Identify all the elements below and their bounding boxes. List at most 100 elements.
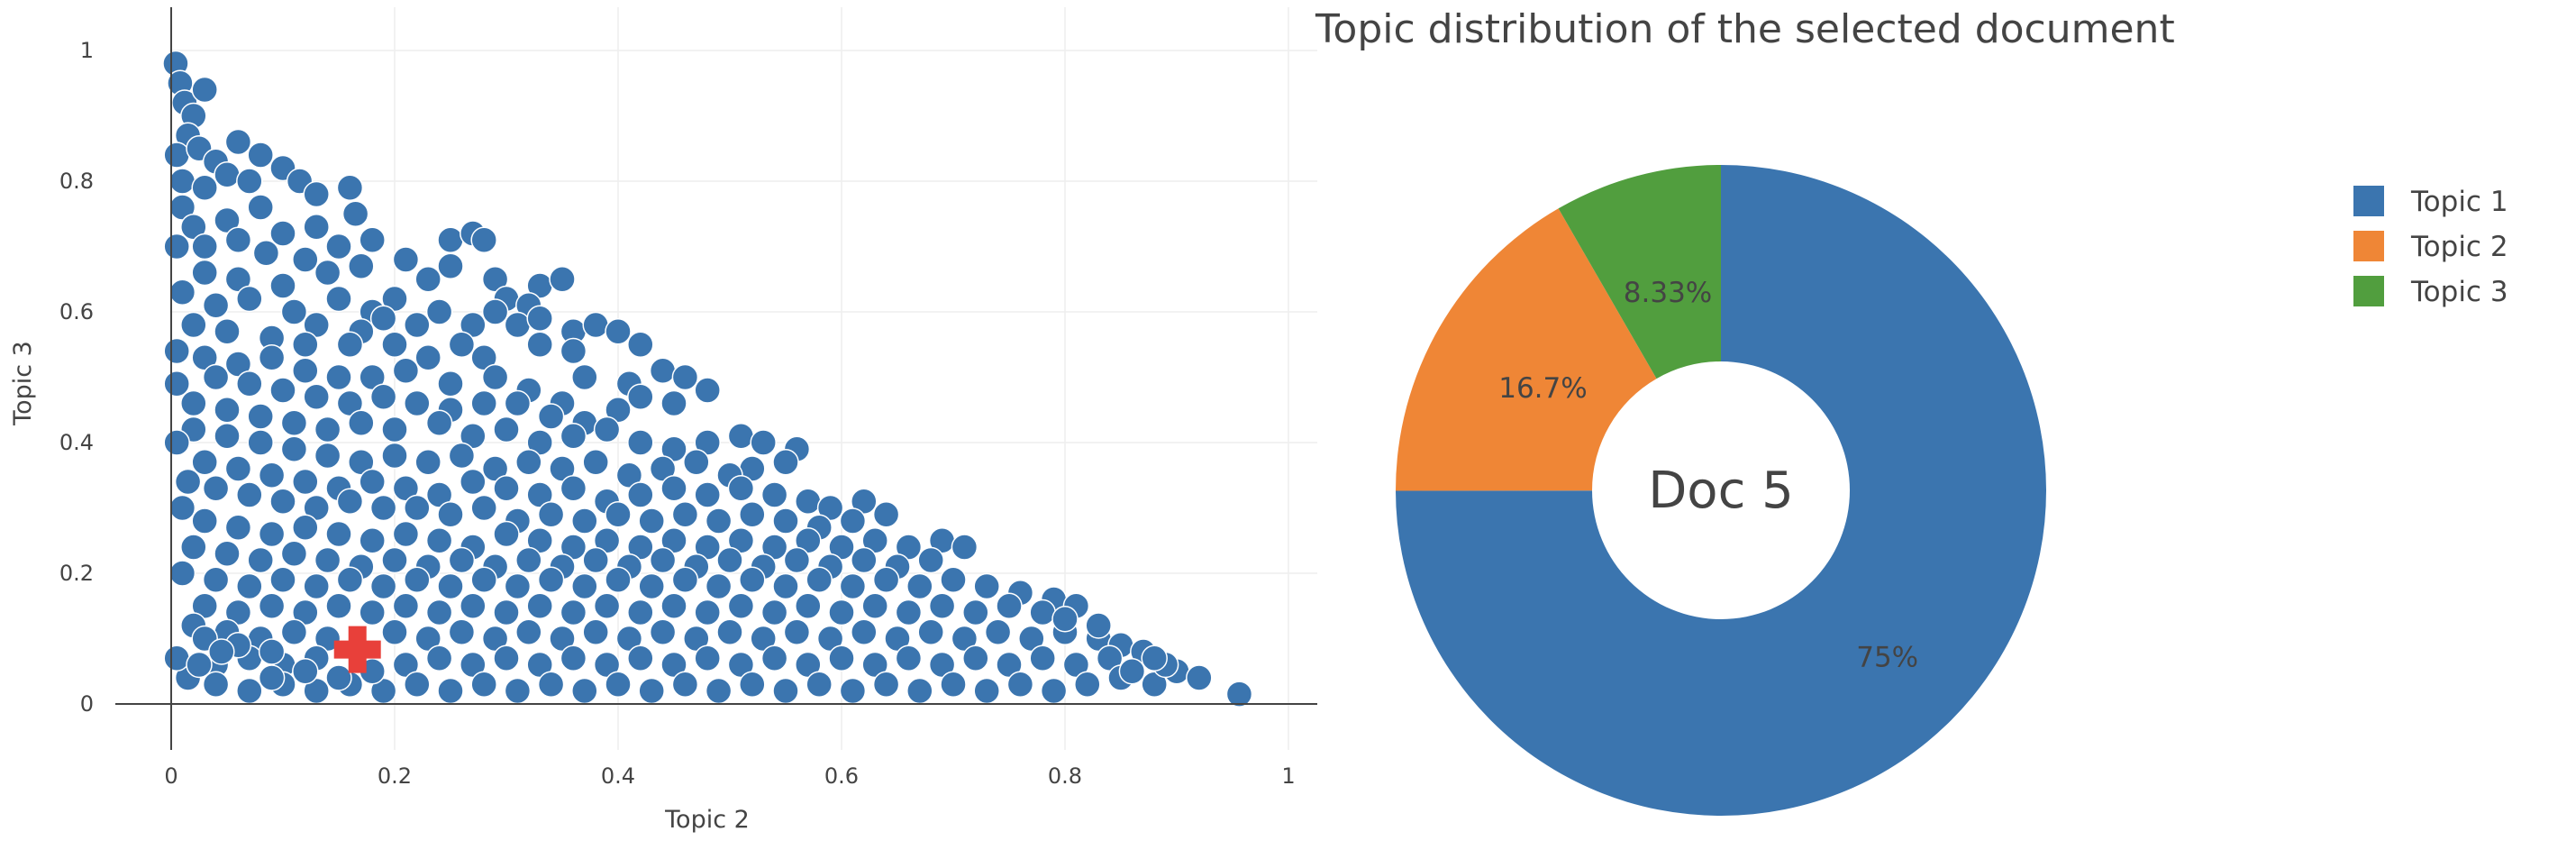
scatter-point[interactable] (336, 488, 364, 515)
scatter-point[interactable] (214, 540, 241, 567)
scatter-point[interactable] (369, 305, 397, 332)
scatter-point[interactable] (437, 226, 464, 253)
scatter-point[interactable] (381, 618, 408, 645)
scatter-point[interactable] (163, 337, 190, 365)
scatter-point[interactable] (168, 560, 196, 587)
scatter-point[interactable] (694, 481, 721, 508)
scatter-point[interactable] (828, 599, 855, 626)
scatter-point[interactable] (906, 677, 933, 705)
scatter-point[interactable] (1141, 644, 1168, 672)
scatter-point[interactable] (772, 449, 799, 476)
scatter-point[interactable] (582, 311, 609, 339)
scatter-point[interactable] (928, 592, 956, 619)
scatter-point[interactable] (404, 566, 431, 593)
scatter-point[interactable] (605, 318, 632, 345)
scatter-point[interactable] (292, 331, 319, 358)
scatter-point[interactable] (861, 592, 888, 619)
scatter-point[interactable] (739, 671, 766, 698)
scatter-point[interactable] (369, 383, 397, 410)
scatter-point[interactable] (414, 266, 441, 293)
scatter-point[interactable] (951, 534, 979, 561)
scatter-point[interactable] (381, 546, 408, 574)
scatter-point[interactable] (582, 546, 609, 574)
scatter-point[interactable] (917, 546, 944, 574)
scatter-point[interactable] (660, 389, 687, 417)
scatter-point[interactable] (369, 572, 397, 600)
scatter-point[interactable] (582, 618, 609, 645)
scatter-point[interactable] (180, 534, 207, 561)
scatter-point[interactable] (348, 252, 375, 279)
scatter-point[interactable] (504, 311, 532, 339)
scatter-point[interactable] (258, 520, 286, 548)
scatter-point[interactable] (341, 200, 369, 227)
scatter-point[interactable] (269, 566, 296, 593)
scatter-point[interactable] (163, 370, 190, 398)
scatter-point[interactable] (739, 501, 766, 528)
scatter-point[interactable] (593, 592, 621, 619)
scatter-point[interactable] (515, 546, 542, 574)
scatter-point[interactable] (392, 246, 420, 273)
scatter-point[interactable] (414, 449, 441, 476)
legend-label[interactable]: Topic 1 (2410, 186, 2508, 218)
scatter-point[interactable] (537, 501, 565, 528)
scatter-point[interactable] (236, 285, 263, 313)
scatter-point[interactable] (716, 618, 743, 645)
donut-slice-topic-1[interactable] (1396, 165, 2046, 816)
scatter-point[interactable] (247, 546, 274, 574)
scatter-point[interactable] (381, 416, 408, 443)
scatter-point[interactable] (493, 599, 520, 626)
scatter-point[interactable] (202, 363, 230, 391)
scatter-point[interactable] (214, 423, 241, 450)
scatter-point[interactable] (1029, 644, 1056, 672)
scatter-point[interactable] (593, 416, 621, 443)
scatter-point[interactable] (168, 168, 196, 195)
scatter-point[interactable] (163, 429, 190, 456)
scatter-point[interactable] (359, 599, 386, 626)
scatter-point[interactable] (303, 383, 330, 410)
scatter-point[interactable] (649, 546, 677, 574)
scatter-point[interactable] (292, 468, 319, 496)
scatter-point[interactable] (649, 357, 677, 384)
scatter-point[interactable] (202, 671, 230, 698)
scatter-point[interactable] (470, 671, 497, 698)
scatter-point[interactable] (186, 651, 213, 679)
scatter-point[interactable] (180, 389, 207, 417)
scatter-point[interactable] (470, 389, 497, 417)
scatter-point[interactable] (437, 501, 464, 528)
scatter-point[interactable] (236, 168, 263, 195)
scatter-point[interactable] (760, 644, 788, 672)
scatter-point[interactable] (202, 566, 230, 593)
scatter-point[interactable] (526, 331, 553, 358)
scatter-point[interactable] (381, 331, 408, 358)
scatter-point[interactable] (504, 389, 532, 417)
scatter-point[interactable] (224, 226, 252, 253)
scatter-point[interactable] (280, 435, 308, 462)
scatter-point[interactable] (359, 468, 386, 496)
scatter-point[interactable] (280, 540, 308, 567)
scatter-point[interactable] (404, 311, 431, 339)
scatter-point[interactable] (336, 331, 364, 358)
scatter-point[interactable] (795, 592, 822, 619)
scatter-point[interactable] (493, 520, 520, 548)
scatter-point[interactable] (202, 292, 230, 319)
scatter-point[interactable] (560, 475, 587, 502)
scatter-point[interactable] (895, 599, 923, 626)
scatter-point[interactable] (191, 507, 218, 535)
scatter-point[interactable] (214, 397, 241, 424)
scatter-point[interactable] (303, 572, 330, 600)
scatter-point[interactable] (425, 599, 453, 626)
scatter-point[interactable] (180, 311, 207, 339)
scatter-point[interactable] (504, 677, 532, 705)
scatter-point[interactable] (392, 520, 420, 548)
scatter-point[interactable] (314, 546, 341, 574)
scatter-point[interactable] (962, 644, 989, 672)
scatter-point[interactable] (683, 449, 710, 476)
scatter-point[interactable] (571, 572, 598, 600)
scatter-point[interactable] (627, 481, 654, 508)
scatter-point[interactable] (292, 246, 319, 273)
scatter-point[interactable] (638, 572, 665, 600)
scatter-point[interactable] (671, 566, 699, 593)
scatter-point[interactable] (163, 233, 190, 260)
scatter-point[interactable] (537, 671, 565, 698)
scatter-point[interactable] (425, 409, 453, 436)
